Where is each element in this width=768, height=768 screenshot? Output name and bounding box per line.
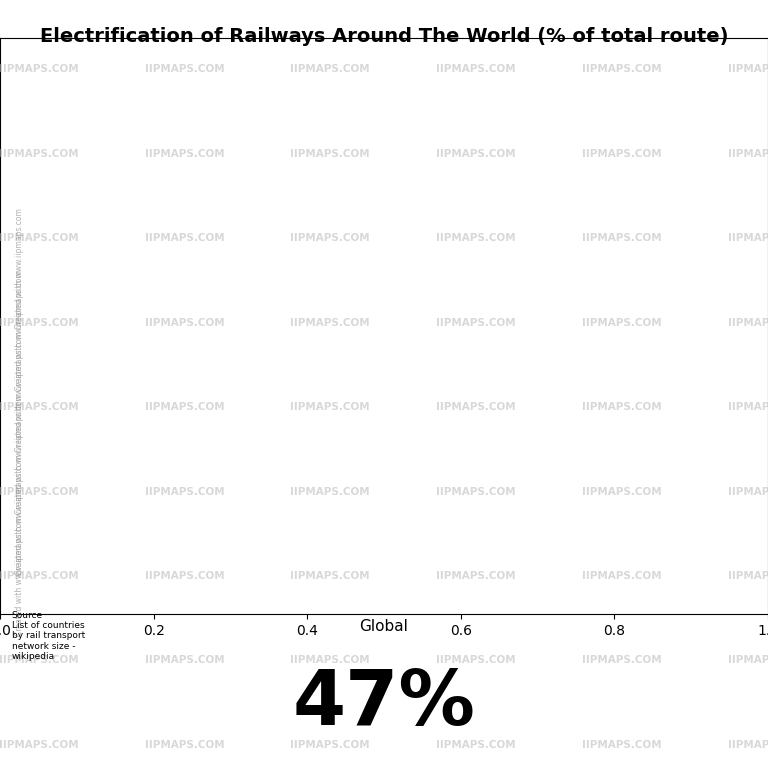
Text: IIPMAPS.COM: IIPMAPS.COM (0, 486, 78, 497)
Text: IIPMAPS.COM: IIPMAPS.COM (436, 402, 516, 412)
Text: IIPMAPS.COM: IIPMAPS.COM (144, 233, 224, 243)
Text: IIPMAPS.COM: IIPMAPS.COM (0, 571, 78, 581)
Text: IIPMAPS.COM: IIPMAPS.COM (582, 64, 662, 74)
Text: IIPMAPS.COM: IIPMAPS.COM (436, 740, 516, 750)
Text: IIPMAPS.COM: IIPMAPS.COM (290, 571, 370, 581)
Text: IIPMAPS.COM: IIPMAPS.COM (436, 655, 516, 666)
Text: IIPMAPS.COM: IIPMAPS.COM (728, 233, 768, 243)
Text: IIPMAPS.COM: IIPMAPS.COM (290, 655, 370, 666)
Text: IIPMAPS.COM: IIPMAPS.COM (582, 233, 662, 243)
Text: IIPMAPS.COM: IIPMAPS.COM (0, 317, 78, 328)
Text: IIPMAPS.COM: IIPMAPS.COM (582, 402, 662, 412)
Text: IIPMAPS.COM: IIPMAPS.COM (144, 740, 224, 750)
Text: IIPMAPS.COM: IIPMAPS.COM (582, 317, 662, 328)
Text: IIPMAPS.COM: IIPMAPS.COM (290, 740, 370, 750)
Text: IIPMAPS.COM: IIPMAPS.COM (0, 655, 78, 666)
Text: Created with www.iipmaps.com: Created with www.iipmaps.com (15, 208, 24, 329)
Text: IIPMAPS.COM: IIPMAPS.COM (728, 571, 768, 581)
Text: Created with www.iipmaps.com: Created with www.iipmaps.com (15, 515, 24, 637)
Text: IIPMAPS.COM: IIPMAPS.COM (144, 148, 224, 159)
Text: IIPMAPS.COM: IIPMAPS.COM (728, 740, 768, 750)
Text: IIPMAPS.COM: IIPMAPS.COM (290, 148, 370, 159)
Text: IIPMAPS.COM: IIPMAPS.COM (290, 233, 370, 243)
Text: IIPMAPS.COM: IIPMAPS.COM (290, 486, 370, 497)
Text: IIPMAPS.COM: IIPMAPS.COM (0, 233, 78, 243)
Text: IIPMAPS.COM: IIPMAPS.COM (582, 486, 662, 497)
Text: IIPMAPS.COM: IIPMAPS.COM (0, 148, 78, 159)
Text: IIPMAPS.COM: IIPMAPS.COM (144, 402, 224, 412)
Text: Source
List of countries
by rail transport
network size -
wikipedia: Source List of countries by rail transpo… (12, 611, 84, 661)
Text: IIPMAPS.COM: IIPMAPS.COM (582, 148, 662, 159)
Text: IIPMAPS.COM: IIPMAPS.COM (0, 64, 78, 74)
Text: IIPMAPS.COM: IIPMAPS.COM (436, 64, 516, 74)
Text: IIPMAPS.COM: IIPMAPS.COM (728, 317, 768, 328)
Text: IIPMAPS.COM: IIPMAPS.COM (728, 402, 768, 412)
Text: IIPMAPS.COM: IIPMAPS.COM (436, 486, 516, 497)
Text: IIPMAPS.COM: IIPMAPS.COM (290, 64, 370, 74)
Text: IIPMAPS.COM: IIPMAPS.COM (728, 64, 768, 74)
Text: IIPMAPS.COM: IIPMAPS.COM (144, 317, 224, 328)
Text: IIPMAPS.COM: IIPMAPS.COM (728, 486, 768, 497)
Text: IIPMAPS.COM: IIPMAPS.COM (0, 740, 78, 750)
Text: IIPMAPS.COM: IIPMAPS.COM (728, 148, 768, 159)
Text: IIPMAPS.COM: IIPMAPS.COM (0, 402, 78, 412)
Text: IIPMAPS.COM: IIPMAPS.COM (582, 740, 662, 750)
Text: Created with www.iipmaps.com: Created with www.iipmaps.com (15, 270, 24, 391)
Text: IIPMAPS.COM: IIPMAPS.COM (290, 402, 370, 412)
Text: Created with www.iipmaps.com: Created with www.iipmaps.com (15, 454, 24, 575)
Text: IIPMAPS.COM: IIPMAPS.COM (144, 486, 224, 497)
Text: IIPMAPS.COM: IIPMAPS.COM (144, 571, 224, 581)
Text: IIPMAPS.COM: IIPMAPS.COM (582, 655, 662, 666)
Text: IIPMAPS.COM: IIPMAPS.COM (144, 655, 224, 666)
Text: IIPMAPS.COM: IIPMAPS.COM (582, 571, 662, 581)
Text: IIPMAPS.COM: IIPMAPS.COM (436, 233, 516, 243)
Text: Created with www.iipmaps.com: Created with www.iipmaps.com (15, 331, 24, 452)
Text: 47%: 47% (293, 667, 475, 740)
Text: Electrification of Railways Around The World (% of total route): Electrification of Railways Around The W… (40, 27, 728, 46)
Text: IIPMAPS.COM: IIPMAPS.COM (436, 148, 516, 159)
Text: IIPMAPS.COM: IIPMAPS.COM (144, 64, 224, 74)
Text: IIPMAPS.COM: IIPMAPS.COM (728, 655, 768, 666)
Text: IIPMAPS.COM: IIPMAPS.COM (436, 571, 516, 581)
Text: Created with www.iipmaps.com: Created with www.iipmaps.com (15, 392, 24, 514)
Text: IIPMAPS.COM: IIPMAPS.COM (436, 317, 516, 328)
Text: IIPMAPS.COM: IIPMAPS.COM (290, 317, 370, 328)
Text: Global: Global (359, 619, 409, 634)
